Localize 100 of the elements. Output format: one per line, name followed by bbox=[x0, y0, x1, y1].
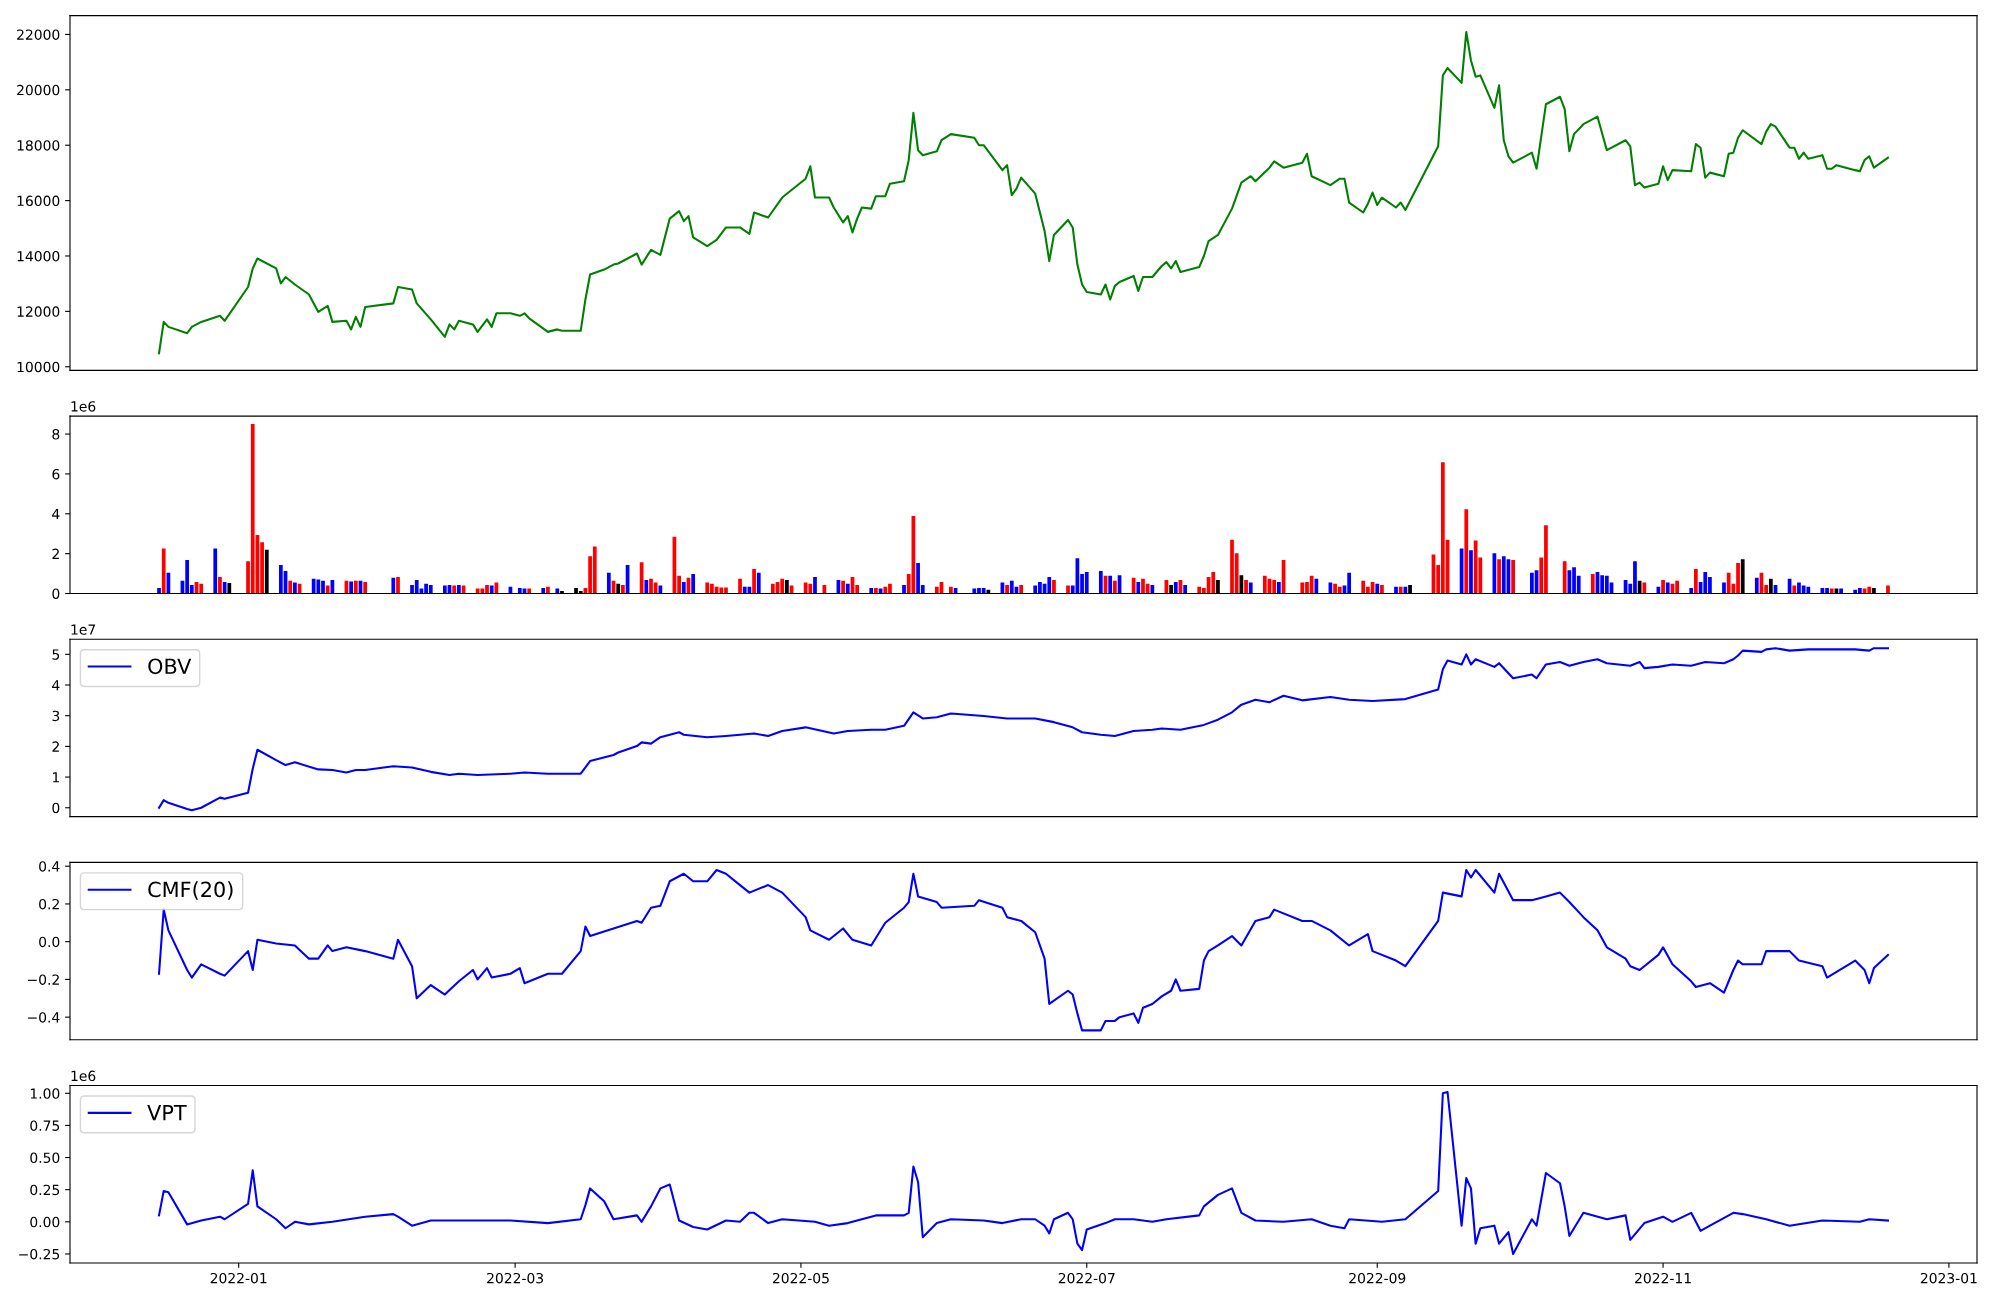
text: 1e6 bbox=[71, 401, 96, 412]
y-tick-label: 0.4 bbox=[39, 861, 60, 872]
bar bbox=[1009, 580, 1014, 594]
bar bbox=[1689, 587, 1694, 594]
bar bbox=[808, 583, 813, 594]
bar bbox=[353, 580, 358, 594]
bar bbox=[1857, 587, 1862, 594]
y-tick-label: 0 bbox=[52, 802, 60, 814]
bar bbox=[934, 586, 939, 594]
bar bbox=[1098, 570, 1103, 594]
bar bbox=[1469, 550, 1473, 594]
bar bbox=[288, 580, 293, 594]
bar bbox=[644, 579, 649, 594]
bar bbox=[1497, 559, 1501, 594]
bar bbox=[1019, 584, 1024, 594]
x-tick-label: 2022-09 bbox=[1349, 1272, 1406, 1284]
bar bbox=[874, 587, 878, 594]
bar bbox=[1084, 571, 1089, 594]
line-series bbox=[157, 30, 1890, 355]
bar bbox=[1642, 582, 1647, 594]
bar bbox=[1272, 579, 1277, 594]
bar bbox=[813, 576, 817, 594]
bar bbox=[1211, 571, 1216, 594]
x-tick-label: 2022-03 bbox=[487, 1272, 544, 1284]
bar bbox=[199, 583, 204, 594]
y-tick-label: 1.00 bbox=[30, 1088, 60, 1099]
bar bbox=[1600, 575, 1605, 594]
bar bbox=[1112, 580, 1117, 594]
bar bbox=[1005, 584, 1009, 594]
bar bbox=[1726, 572, 1731, 594]
bar bbox=[1886, 585, 1890, 594]
bar bbox=[1047, 576, 1052, 594]
bar bbox=[902, 584, 906, 594]
bar bbox=[752, 569, 756, 594]
bar bbox=[869, 587, 874, 594]
legend-label: VPT bbox=[147, 1104, 187, 1121]
bar bbox=[1145, 583, 1150, 594]
x-tick-label: 2022-07 bbox=[1058, 1272, 1115, 1284]
y-tick-label: 0.0 bbox=[39, 936, 60, 948]
bar bbox=[681, 581, 686, 594]
y-tick-label: 18000 bbox=[17, 140, 60, 151]
bar bbox=[391, 577, 396, 594]
y-tick-label: 14000 bbox=[17, 250, 60, 262]
bar bbox=[691, 573, 696, 594]
bar bbox=[1825, 587, 1829, 594]
bar bbox=[1394, 586, 1398, 594]
y-tick-label: 4 bbox=[52, 508, 60, 520]
bar bbox=[1801, 585, 1806, 594]
y-tick-label: 3 bbox=[52, 710, 60, 722]
bar bbox=[1398, 586, 1403, 594]
bar bbox=[1052, 579, 1056, 594]
bar bbox=[1722, 582, 1726, 594]
y-tick-label: 8 bbox=[52, 429, 60, 440]
bar bbox=[1337, 586, 1342, 594]
bar bbox=[719, 587, 724, 594]
bar bbox=[1567, 570, 1572, 594]
bar bbox=[1511, 560, 1516, 594]
bar bbox=[756, 572, 761, 594]
bar bbox=[1262, 575, 1267, 594]
y-tick-label: 0.00 bbox=[30, 1216, 60, 1228]
bar bbox=[1675, 580, 1679, 594]
bar bbox=[414, 579, 419, 594]
y-tick-label: 0.50 bbox=[30, 1152, 60, 1164]
bar bbox=[1703, 571, 1708, 594]
bar bbox=[1473, 540, 1478, 594]
bar bbox=[1464, 509, 1469, 594]
bar bbox=[293, 582, 297, 594]
bar bbox=[457, 584, 461, 594]
bar bbox=[541, 587, 546, 594]
bar bbox=[428, 584, 433, 594]
y-tick-label: 12000 bbox=[17, 306, 60, 317]
bar bbox=[841, 580, 845, 594]
y-tick-label: 2 bbox=[52, 548, 59, 559]
bar bbox=[185, 560, 190, 594]
bar bbox=[1066, 585, 1070, 594]
bar bbox=[949, 586, 953, 594]
bar bbox=[278, 565, 283, 594]
x-tick-label: 2022-01 bbox=[210, 1272, 267, 1284]
bar bbox=[489, 585, 494, 594]
y-tick-label: 20000 bbox=[17, 84, 60, 96]
bar bbox=[1197, 586, 1202, 594]
bar bbox=[1314, 578, 1319, 594]
bar bbox=[981, 587, 986, 594]
bar bbox=[1661, 579, 1665, 594]
bar bbox=[1136, 581, 1141, 594]
bar bbox=[1361, 580, 1366, 594]
bar bbox=[1806, 586, 1811, 594]
bar bbox=[1300, 582, 1305, 594]
bar bbox=[1380, 584, 1384, 594]
y-tick-label: −0.4 bbox=[28, 1012, 60, 1023]
bar bbox=[1403, 586, 1408, 594]
bar bbox=[1867, 586, 1872, 594]
x-tick-label: 2022-11 bbox=[1635, 1272, 1691, 1284]
bar bbox=[658, 585, 663, 594]
bar bbox=[1173, 581, 1178, 594]
bar bbox=[1562, 561, 1567, 594]
bar bbox=[442, 585, 447, 594]
bar bbox=[742, 586, 747, 594]
bar bbox=[1150, 584, 1155, 594]
bar bbox=[363, 581, 368, 594]
